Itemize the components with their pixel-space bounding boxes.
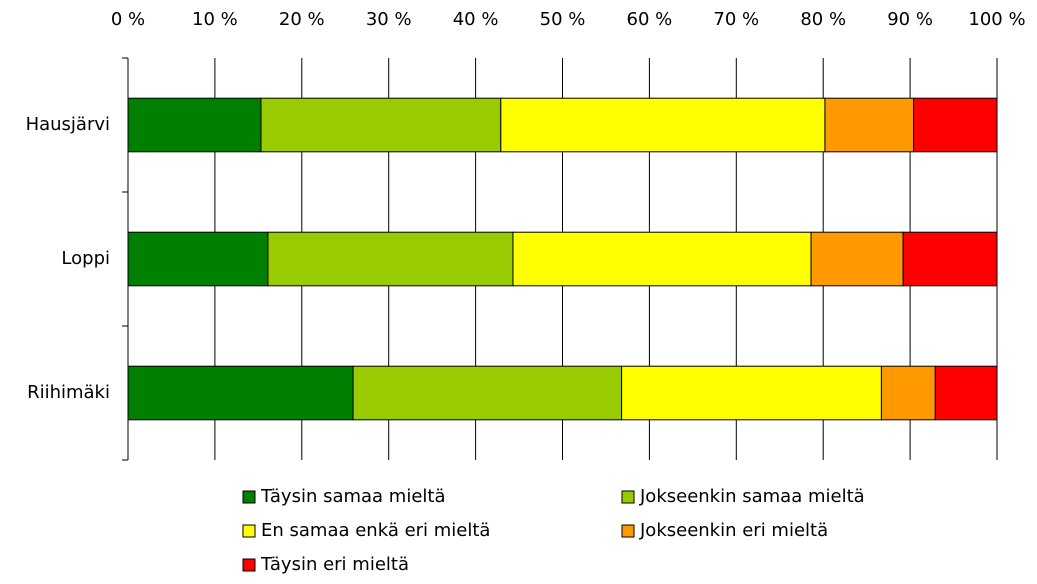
bar-segment xyxy=(913,97,998,153)
bar-segment xyxy=(880,365,936,421)
bar-segment xyxy=(127,231,269,287)
bar-segment xyxy=(902,231,998,287)
x-tick-label: 70 % xyxy=(713,9,759,30)
y-tick-label: Riihimäki xyxy=(27,382,110,403)
bar-segment xyxy=(267,231,514,287)
y-tick-label: Loppi xyxy=(61,248,110,269)
legend-swatch xyxy=(242,524,256,538)
legend-label: Täysin samaa mieltä xyxy=(260,486,446,507)
x-tick-label: 10 % xyxy=(192,9,238,30)
legend-label: En samaa enkä eri mieltä xyxy=(261,520,490,541)
bar-segment xyxy=(260,97,502,153)
legend-label: Täysin eri mieltä xyxy=(260,554,409,575)
y-tick-label: Hausjärvi xyxy=(26,114,110,135)
bar-segment xyxy=(512,231,812,287)
legend-label: Jokseenkin samaa mieltä xyxy=(639,486,865,507)
bar-segment xyxy=(500,97,826,153)
bar-segment xyxy=(621,365,882,421)
x-tick-label: 90 % xyxy=(887,9,933,30)
x-tick-label: 20 % xyxy=(279,9,325,30)
legend-swatch xyxy=(242,558,256,572)
x-tick-label: 100 % xyxy=(968,9,1025,30)
bar-segment xyxy=(352,365,623,421)
x-tick-label: 40 % xyxy=(453,9,499,30)
bar-segment xyxy=(127,365,354,421)
x-tick-label: 80 % xyxy=(800,9,846,30)
legend-swatch xyxy=(621,490,635,504)
bar-segment xyxy=(127,97,262,153)
legend-swatch xyxy=(621,524,635,538)
x-tick-label: 30 % xyxy=(366,9,412,30)
x-tick-label: 50 % xyxy=(540,9,586,30)
bar-segment xyxy=(824,97,915,153)
legend-swatch xyxy=(242,490,256,504)
bar-segment xyxy=(934,365,998,421)
legend-label: Jokseenkin eri mieltä xyxy=(639,520,828,541)
x-tick-label: 0 % xyxy=(111,9,145,30)
bar-segment xyxy=(810,231,904,287)
x-tick-label: 60 % xyxy=(627,9,673,30)
